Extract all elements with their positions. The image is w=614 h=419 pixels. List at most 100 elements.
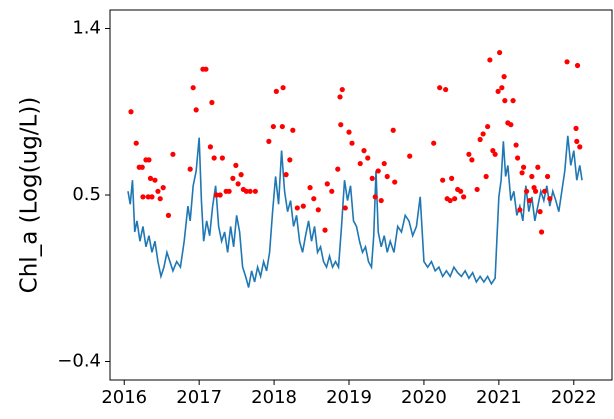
data-point — [437, 85, 443, 91]
data-point — [170, 151, 176, 157]
data-point — [235, 181, 241, 187]
data-point — [339, 86, 345, 93]
data-point — [247, 188, 253, 194]
data-point — [243, 188, 249, 194]
data-point — [213, 192, 219, 198]
data-point — [273, 88, 279, 94]
data-point — [513, 142, 519, 148]
data-point — [474, 186, 480, 193]
data-point — [372, 194, 378, 200]
data-point — [492, 151, 498, 157]
data-point — [523, 188, 530, 194]
data-point — [378, 197, 384, 204]
data-point — [152, 177, 158, 183]
data-point — [381, 160, 387, 167]
data-point — [209, 99, 215, 106]
data-point — [187, 166, 193, 172]
data-point — [495, 88, 501, 94]
data-point — [165, 212, 172, 218]
data-point — [238, 172, 244, 178]
data-point — [280, 85, 286, 91]
axes-frame — [109, 9, 613, 381]
data-point — [461, 194, 467, 200]
data-point — [526, 197, 533, 204]
data-point — [287, 157, 293, 163]
data-point — [342, 205, 348, 211]
data-point — [147, 175, 154, 181]
x-tick-label: 2019 — [326, 387, 372, 408]
data-point — [544, 173, 551, 180]
data-point — [449, 175, 455, 181]
data-point — [294, 205, 300, 211]
data-point — [577, 144, 583, 150]
data-point — [390, 127, 396, 133]
data-point — [519, 170, 525, 176]
data-point — [230, 175, 236, 181]
data-point — [369, 175, 375, 181]
x-tick-label: 2017 — [176, 387, 222, 408]
data-point — [483, 173, 489, 180]
data-line — [127, 135, 583, 288]
data-point — [514, 155, 521, 161]
data-point — [537, 209, 543, 215]
data-point — [480, 131, 486, 137]
x-tick-label: 2020 — [401, 387, 447, 408]
data-point — [547, 196, 553, 202]
y-tick-label: 0.5 — [72, 184, 101, 205]
data-point — [508, 122, 514, 128]
data-point — [541, 188, 548, 194]
data-point — [207, 144, 213, 150]
data-point — [155, 188, 161, 194]
x-tick-label: 2022 — [551, 387, 597, 408]
data-point — [469, 157, 475, 163]
data-point — [529, 173, 535, 180]
data-point — [361, 148, 367, 154]
data-point — [535, 164, 541, 170]
data-point — [349, 140, 355, 146]
data-point — [375, 168, 381, 174]
data-point — [477, 136, 483, 143]
data-point — [219, 155, 225, 161]
data-point — [311, 196, 317, 202]
data-point — [133, 140, 139, 146]
data-point — [517, 207, 523, 213]
data-point — [290, 127, 296, 133]
data-point — [140, 194, 146, 200]
data-point — [538, 229, 545, 235]
data-point — [357, 160, 363, 167]
data-point — [574, 62, 581, 69]
data-point — [315, 207, 321, 213]
data-point — [160, 185, 166, 191]
plot-area — [127, 49, 583, 288]
data-point — [574, 138, 580, 144]
x-tick-label: 2016 — [101, 387, 147, 408]
data-point — [335, 166, 341, 172]
data-point — [337, 94, 343, 100]
data-point — [384, 173, 390, 180]
data-point — [193, 107, 199, 113]
data-point — [300, 203, 306, 209]
data-point — [502, 98, 508, 104]
data-point — [329, 188, 335, 194]
data-point — [145, 194, 151, 200]
data-point — [139, 164, 145, 170]
data-point — [431, 140, 437, 146]
data-point — [487, 57, 493, 63]
data-point — [407, 153, 413, 159]
data-point — [211, 155, 217, 161]
data-point — [157, 196, 163, 202]
data-point — [307, 185, 313, 191]
data-point — [146, 157, 152, 163]
data-point — [440, 177, 446, 183]
data-point — [190, 85, 196, 91]
data-point — [270, 123, 276, 130]
data-point — [499, 85, 505, 91]
data-point — [443, 86, 449, 93]
data-point — [510, 98, 516, 104]
data-point — [573, 125, 579, 131]
data-point — [458, 188, 464, 194]
y-tick-label: 1.4 — [72, 18, 101, 39]
data-point — [217, 192, 223, 198]
data-point — [203, 66, 209, 72]
